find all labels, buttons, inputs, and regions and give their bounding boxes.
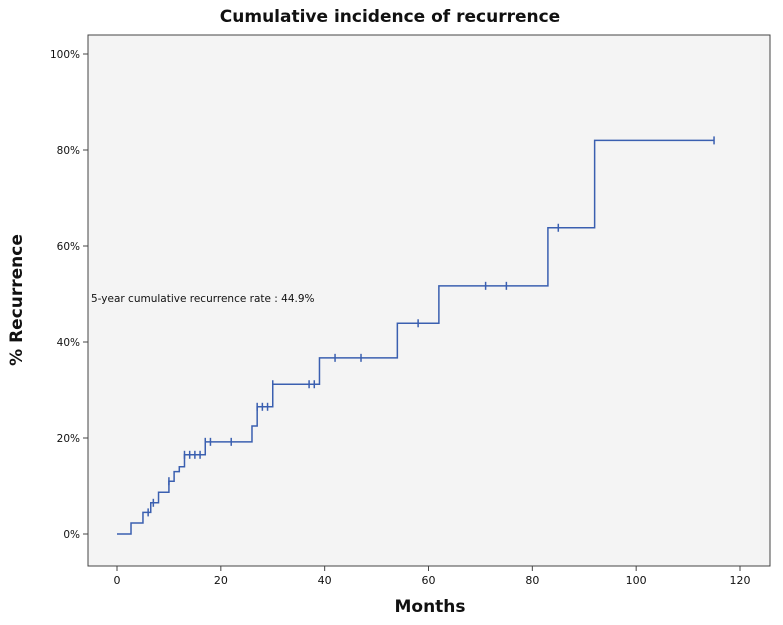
- y-tick-label: 100%: [50, 49, 80, 61]
- x-tick-label: 40: [318, 574, 332, 587]
- x-tick-label: 120: [730, 574, 751, 587]
- y-tick-label: 20%: [57, 433, 80, 445]
- x-tick-label: 20: [214, 574, 228, 587]
- x-tick-label: 80: [525, 574, 539, 587]
- y-tick-label: 40%: [57, 337, 80, 349]
- x-tick-label: 0: [114, 574, 121, 587]
- chart-title: Cumulative incidence of recurrence: [220, 7, 560, 27]
- plot-area: [87, 34, 771, 567]
- x-tick-label: 60: [422, 574, 436, 587]
- x-axis-label: Months: [394, 597, 465, 617]
- y-tick-label: 60%: [57, 241, 80, 253]
- annotation: 5-year cumulative recurrence rate : 44.9…: [91, 293, 315, 305]
- y-tick-label: 0%: [63, 529, 80, 541]
- recurrence-step-line: [117, 139, 715, 535]
- y-axis-label: % Recurrence: [7, 234, 27, 366]
- x-tick-label: 100: [626, 574, 647, 587]
- y-tick-label: 80%: [57, 145, 80, 157]
